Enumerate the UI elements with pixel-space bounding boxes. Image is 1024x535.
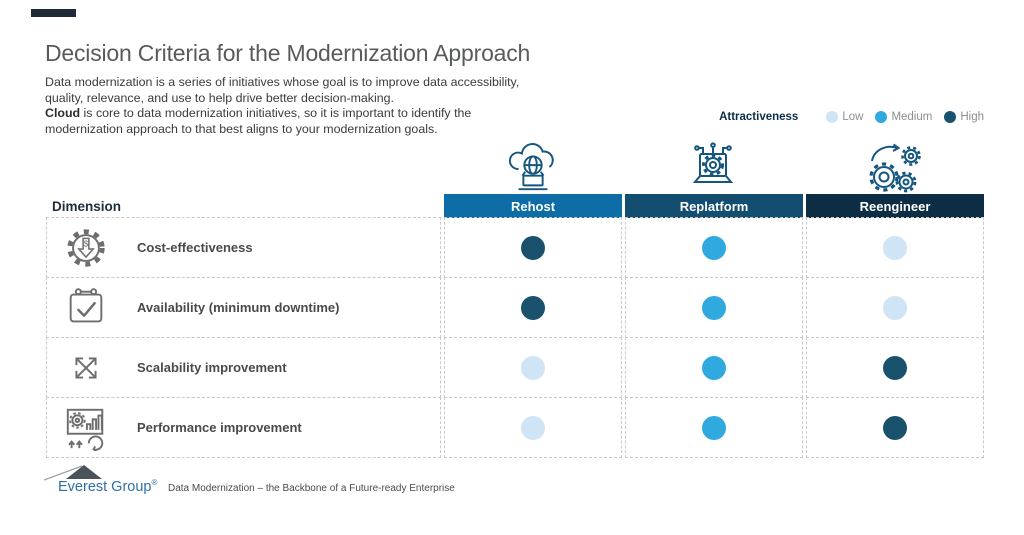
dimension-header-label: Dimension (52, 198, 122, 214)
rating-cell (625, 337, 803, 398)
attractiveness-legend: Attractiveness Low Medium High (719, 111, 984, 123)
column-header-rehost: Rehost (444, 194, 622, 218)
legend-high-dot-icon (944, 111, 957, 123)
rating-cell (806, 337, 984, 398)
row-label: Cost-effectiveness (137, 240, 253, 255)
rating-cell (806, 217, 984, 278)
rating-cell (625, 217, 803, 278)
matrix-header-row: Dimension Rehost Replatform Reengineer (46, 194, 984, 218)
cloud-laptop-icon (508, 143, 554, 191)
table-row-performance: Performance improvement (46, 397, 984, 458)
rating-dot-icon (521, 415, 545, 440)
registered-mark: ® (151, 478, 158, 487)
intro-bold-word: Cloud (45, 106, 81, 121)
laptop-gear-icon (693, 142, 734, 183)
rating-cell (444, 277, 622, 338)
legend-item-high: High (944, 111, 984, 123)
reengineer-icon-slot (804, 138, 984, 194)
gears-cycle-icon (869, 143, 921, 193)
rating-dot-icon (702, 355, 726, 380)
rating-cell (806, 277, 984, 338)
column-icons-row (46, 138, 984, 194)
column-header-reengineer: Reengineer (806, 194, 984, 218)
rating-dot-icon (702, 235, 726, 260)
table-row-cost-effectiveness: $ Cost-effectiveness (46, 217, 984, 278)
everest-group-logo: Everest Group® (44, 463, 158, 497)
legend-medium-dot-icon (875, 111, 888, 123)
legend-title: Attractiveness (719, 111, 799, 123)
intro-line-3: is core to data modernization initiative… (80, 106, 472, 121)
rating-dot-icon (521, 295, 545, 320)
rating-dot-icon (883, 295, 907, 320)
rating-cell (444, 397, 622, 458)
page-title: Decision Criteria for the Modernization … (45, 40, 531, 66)
rating-dot-icon (883, 235, 907, 260)
legend-item-medium: Medium (875, 111, 932, 123)
expand-arrows-icon (63, 345, 109, 391)
rating-cell (444, 217, 622, 278)
rating-dot-icon (883, 355, 907, 380)
row-label: Performance improvement (137, 420, 302, 435)
legend-low-label: Low (842, 111, 864, 123)
dimension-header-cell: Dimension (46, 194, 441, 218)
row-label-cell: $ Cost-effectiveness (46, 217, 441, 278)
svg-text:$: $ (84, 239, 89, 248)
table-row-scalability: Scalability improvement (46, 337, 984, 398)
legend-item-low: Low (826, 111, 863, 123)
rating-dot-icon (521, 355, 545, 380)
row-label-cell: Availability (minimum downtime) (46, 277, 441, 338)
performance-gear-chart-icon (63, 405, 109, 451)
row-label-cell: Performance improvement (46, 397, 441, 458)
logo-text: Everest Group® (58, 478, 158, 495)
decision-matrix: Dimension Rehost Replatform Reengineer $… (46, 194, 984, 458)
footer: Everest Group® Data Modernization – the … (44, 463, 455, 497)
intro-line-4: modernization approach to that best alig… (45, 122, 438, 137)
intro-paragraph: Data modernization is a series of initia… (45, 75, 585, 138)
rating-cell (444, 337, 622, 398)
intro-line-2: quality, relevance, and use to help driv… (45, 90, 394, 105)
legend-low-dot-icon (826, 111, 839, 123)
rating-dot-icon (883, 415, 907, 440)
rating-cell (625, 277, 803, 338)
row-label: Scalability improvement (137, 360, 287, 375)
rating-cell (806, 397, 984, 458)
rehost-icon-slot (443, 138, 623, 194)
legend-medium-label: Medium (891, 111, 933, 123)
top-accent-bar (31, 9, 76, 17)
rating-dot-icon (702, 415, 726, 440)
calendar-check-icon (63, 285, 109, 331)
footer-tagline: Data Modernization – the Backbone of a F… (168, 483, 455, 494)
table-row-availability: Availability (minimum downtime) (46, 277, 984, 338)
rating-cell (625, 397, 803, 458)
rating-dot-icon (521, 235, 545, 260)
gear-dollar-icon: $ (63, 225, 109, 271)
intro-line-1: Data modernization is a series of initia… (45, 75, 520, 89)
column-header-replatform: Replatform (625, 194, 803, 218)
legend-high-label: High (960, 111, 984, 123)
row-label: Availability (minimum downtime) (137, 300, 340, 315)
row-label-cell: Scalability improvement (46, 337, 441, 398)
replatform-icon-slot (623, 138, 803, 194)
mountain-peak-icon (44, 465, 102, 481)
rating-dot-icon (702, 295, 726, 320)
